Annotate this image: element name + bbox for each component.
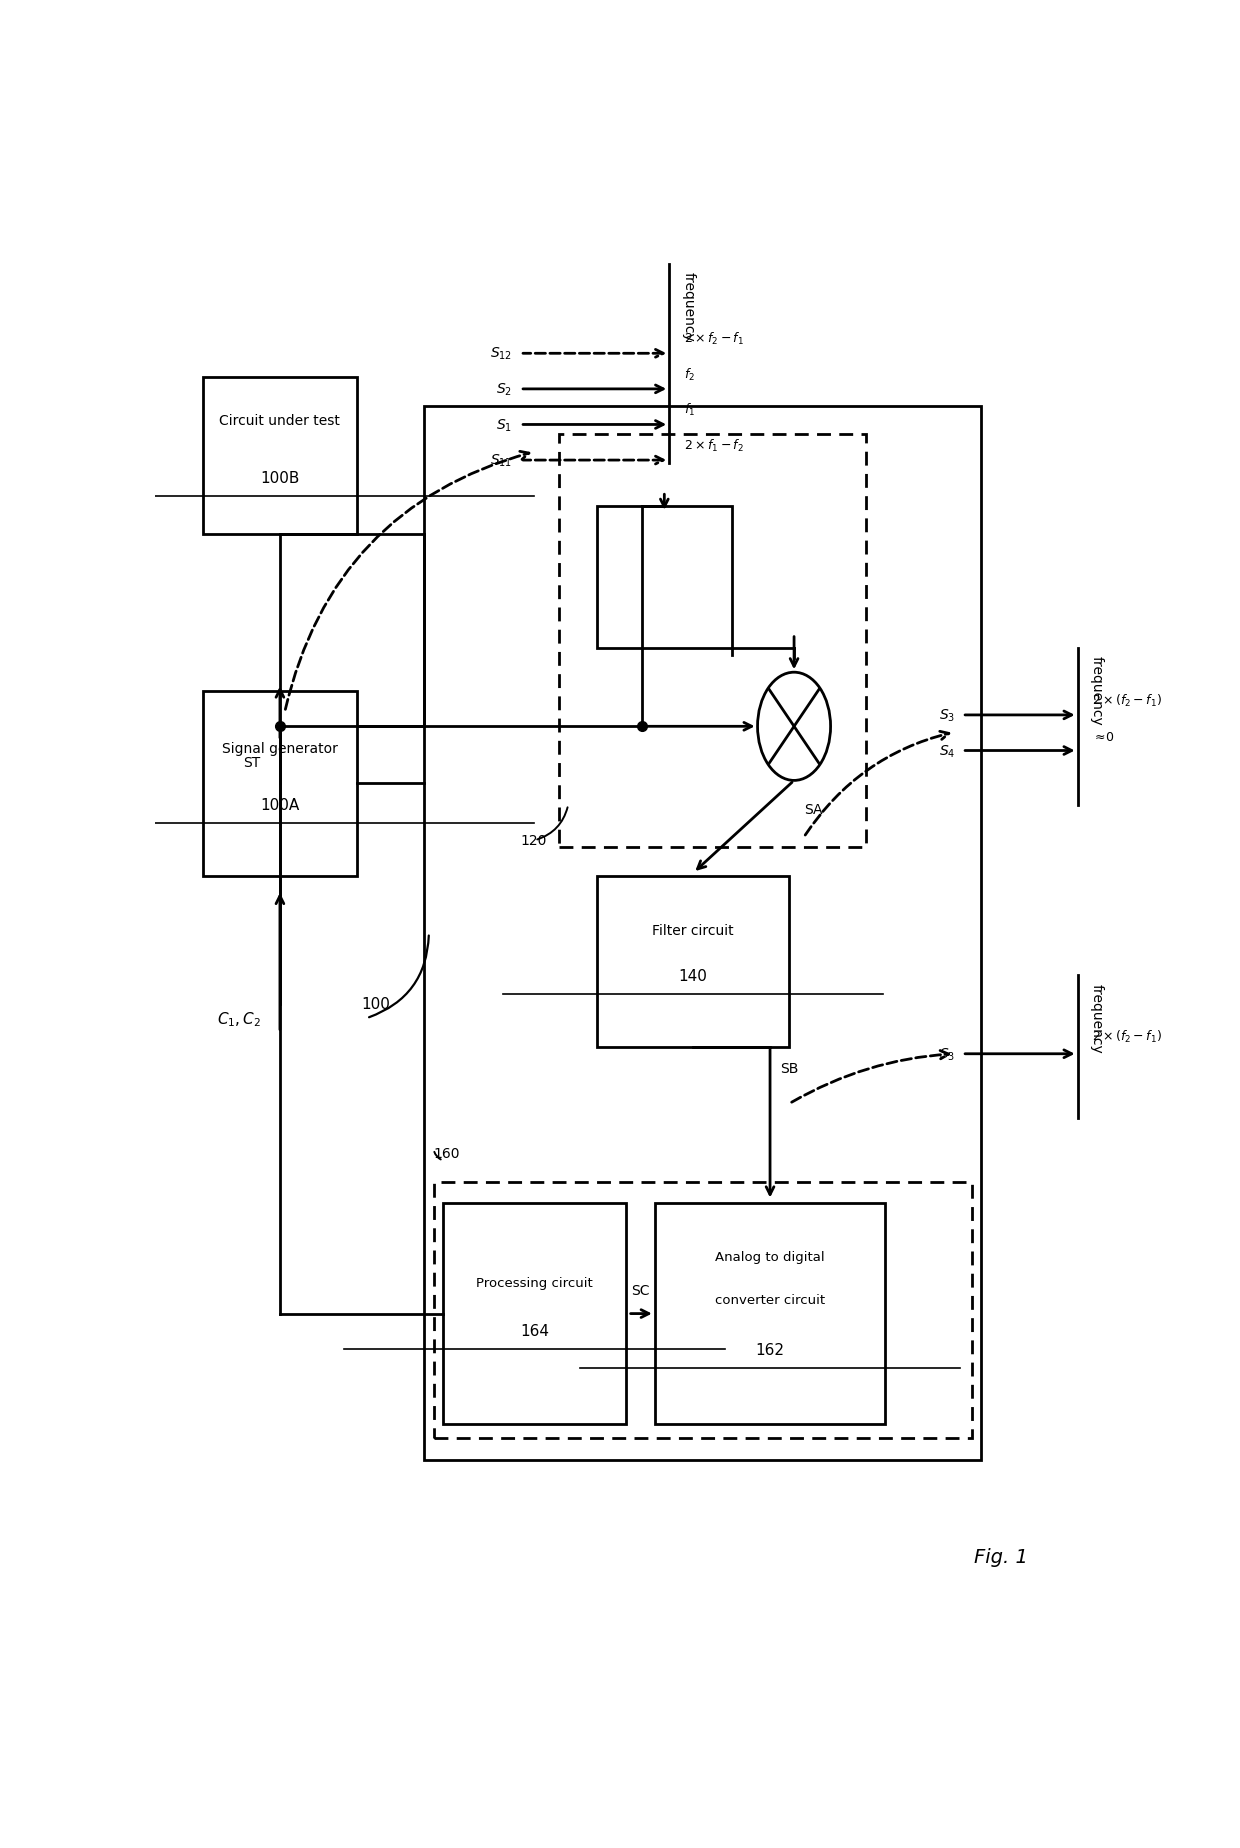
Text: Processing circuit: Processing circuit [476,1277,593,1290]
FancyArrowPatch shape [285,453,529,710]
Text: SA: SA [804,802,822,817]
Text: SB: SB [780,1061,799,1076]
Text: frequency: frequency [1090,983,1104,1053]
FancyBboxPatch shape [596,876,789,1048]
Text: 100B: 100B [260,471,300,486]
Text: frequency: frequency [682,272,696,342]
Text: $\approx\!0$: $\approx\!0$ [1092,732,1115,745]
Text: $2\times(f_2 - f_1)$: $2\times(f_2 - f_1)$ [1092,1027,1162,1044]
FancyArrowPatch shape [791,1052,949,1103]
Text: $S_1$: $S_1$ [496,418,512,434]
Text: $S_2$: $S_2$ [496,381,512,397]
Text: $C_1, C_2$: $C_1, C_2$ [217,1009,260,1027]
Text: $S_4$: $S_4$ [939,743,956,760]
Text: $f_1$: $f_1$ [683,403,694,418]
Text: converter circuit: converter circuit [715,1294,825,1307]
Text: Circuit under test: Circuit under test [219,414,340,429]
FancyArrowPatch shape [805,732,949,835]
FancyBboxPatch shape [434,1183,972,1438]
Text: $S_3$: $S_3$ [940,708,956,724]
Text: $S_3$: $S_3$ [940,1046,956,1063]
Text: 162: 162 [755,1342,785,1356]
Text: SC: SC [631,1283,650,1297]
FancyBboxPatch shape [203,691,357,876]
Text: 164: 164 [520,1323,549,1338]
Text: 100A: 100A [260,798,300,813]
Text: 140: 140 [678,968,708,983]
FancyBboxPatch shape [596,506,732,649]
FancyBboxPatch shape [655,1203,885,1425]
Text: frequency: frequency [1090,656,1104,726]
Text: ST: ST [243,756,260,769]
Text: $2\times f_1 - f_2$: $2\times f_1 - f_2$ [683,438,744,455]
FancyBboxPatch shape [444,1203,626,1425]
Text: $f_2$: $f_2$ [683,366,694,383]
Text: Filter circuit: Filter circuit [652,924,734,937]
Text: 160: 160 [434,1148,460,1161]
Text: Fig. 1: Fig. 1 [973,1547,1028,1565]
FancyBboxPatch shape [424,407,982,1460]
Text: $S_{11}$: $S_{11}$ [490,453,512,469]
Text: $2\times(f_2 - f_1)$: $2\times(f_2 - f_1)$ [1092,693,1162,708]
Text: $S_{12}$: $S_{12}$ [490,346,512,362]
Text: Analog to digital: Analog to digital [715,1251,825,1264]
FancyBboxPatch shape [203,379,357,534]
FancyBboxPatch shape [558,434,866,848]
Text: 100: 100 [362,996,391,1013]
Text: Signal generator: Signal generator [222,741,337,756]
Text: 120: 120 [521,833,547,848]
Text: $2\times f_2 - f_1$: $2\times f_2 - f_1$ [683,331,744,347]
